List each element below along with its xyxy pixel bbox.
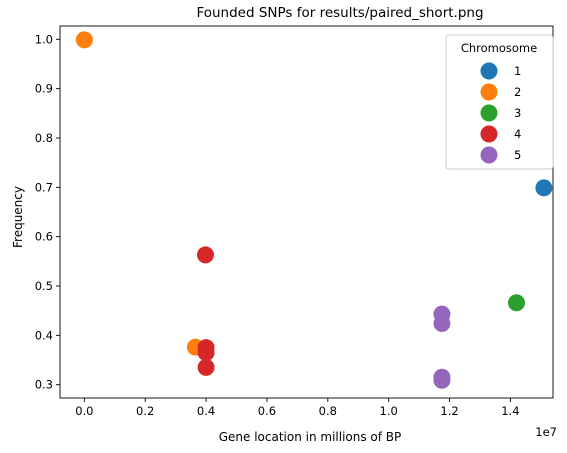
x-tick-label: 0.6 — [258, 404, 276, 418]
legend-label-1: 1 — [514, 64, 521, 78]
y-axis-label: Frequency — [11, 186, 25, 248]
legend-label-5: 5 — [514, 148, 521, 162]
x-tick-label: 0.0 — [75, 404, 93, 418]
y-tick-label: 0.6 — [35, 230, 53, 244]
legend-items: 1 2 3 4 5 — [480, 62, 521, 164]
x-axis-label: Gene location in millions of BP — [219, 430, 402, 444]
plot-frame — [59, 25, 554, 399]
y-axis-ticks: 0.3 0.4 0.5 0.6 0.7 0.8 0.9 1.0 — [35, 32, 60, 392]
x-axis-ticks: 0.0 0.2 0.4 0.6 0.8 1.0 1.2 1.4 — [75, 398, 520, 418]
data-point-chromosome-5 — [433, 315, 451, 333]
data-point-chromosome-4 — [197, 358, 215, 376]
data-point-chromosome-1 — [535, 179, 553, 197]
legend-marker-5 — [480, 146, 498, 164]
legend-marker-2 — [480, 83, 498, 101]
chart-title: Founded SNPs for results/paired_short.pn… — [196, 5, 483, 21]
legend-box — [445, 34, 554, 170]
legend-label-2: 2 — [514, 85, 521, 99]
x-tick-label: 0.8 — [319, 404, 337, 418]
x-tick-label: 0.2 — [136, 404, 154, 418]
data-points — [75, 31, 553, 389]
legend-label-4: 4 — [514, 127, 521, 141]
y-tick-label: 0.7 — [35, 180, 53, 194]
data-point-chromosome-4 — [197, 344, 215, 362]
data-point-chromosome-4 — [196, 246, 214, 264]
x-tick-label: 1.4 — [501, 404, 519, 418]
legend-marker-3 — [480, 104, 498, 122]
data-point-chromosome-2 — [75, 31, 93, 49]
data-point-chromosome-5 — [433, 371, 451, 389]
y-tick-label: 0.9 — [35, 82, 53, 96]
x-tick-label: 0.4 — [197, 404, 215, 418]
y-tick-label: 0.3 — [35, 378, 53, 392]
y-tick-label: 1.0 — [35, 32, 53, 46]
y-tick-label: 0.5 — [35, 279, 53, 293]
x-tick-label: 1.2 — [440, 404, 458, 418]
data-point-chromosome-3 — [507, 294, 525, 312]
x-tick-label: 1.0 — [380, 404, 398, 418]
x-axis-offset-label: 1e7 — [535, 425, 557, 439]
legend-title: Chromosome — [461, 41, 537, 55]
legend-label-3: 3 — [514, 106, 521, 120]
y-tick-label: 0.8 — [35, 131, 53, 145]
legend-marker-1 — [480, 62, 498, 80]
y-tick-label: 0.4 — [35, 328, 53, 342]
legend: Chromosome 1 2 3 4 5 — [445, 34, 554, 170]
legend-marker-4 — [480, 125, 498, 143]
